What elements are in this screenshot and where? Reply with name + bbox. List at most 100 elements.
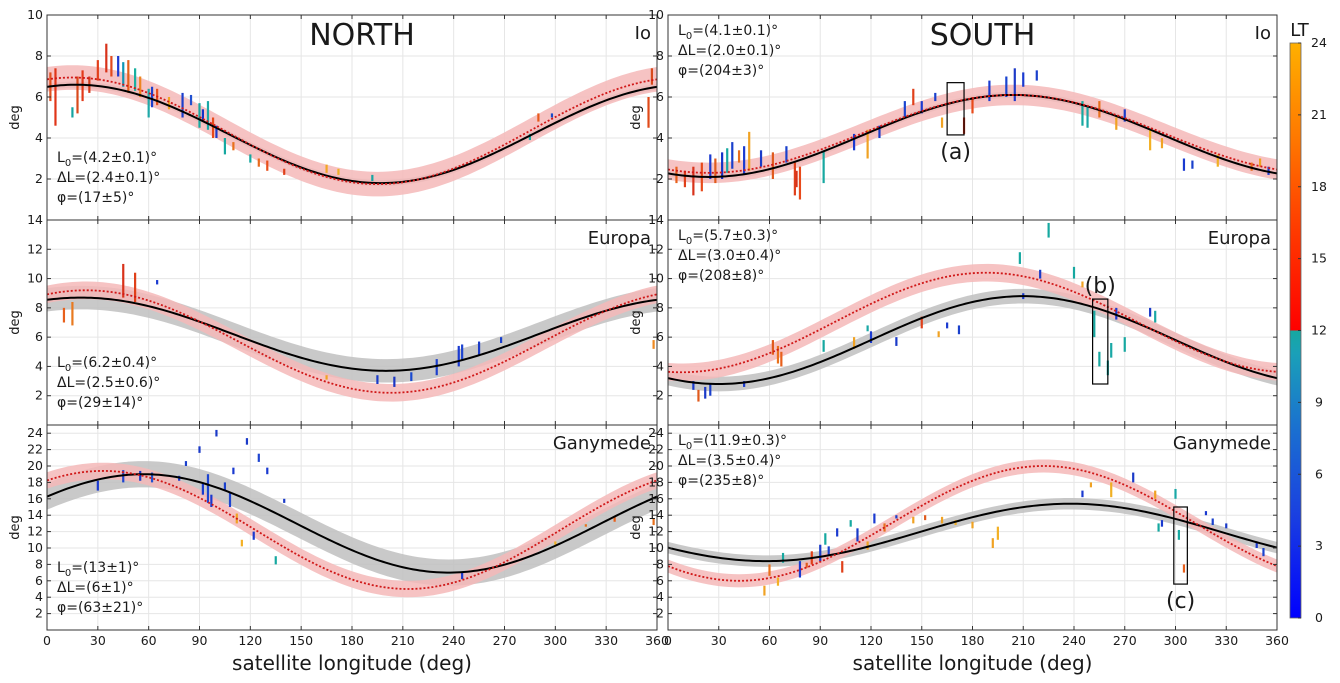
fit-parameter: L0=(4.2±0.1)°: [57, 150, 157, 169]
ytick-label: 12: [648, 241, 664, 256]
fit-parameter: L0=(11.9±0.3)°: [678, 433, 787, 452]
colorbar-label: LT: [1290, 20, 1310, 41]
model-curve: [47, 76, 657, 186]
fit-parameter: L0=(6.2±0.4)°: [57, 355, 157, 374]
model-uncertainty-band: [47, 462, 657, 598]
ytick-label: 10: [648, 540, 664, 555]
xtick-label: 90: [192, 633, 208, 648]
colorbar-tick-label: 18: [1311, 179, 1327, 194]
ytick-label: 16: [648, 491, 664, 506]
highlight-box-label: (a): [940, 140, 971, 165]
ytick-label: 10: [27, 7, 43, 22]
xtick-label: 30: [90, 633, 106, 648]
ytick-label: 2: [35, 606, 43, 621]
y-axis-label: deg: [8, 105, 23, 130]
fit-parameter: L0=(13±1)°: [57, 560, 139, 579]
y-axis-label: deg: [629, 105, 644, 130]
ytick-label: 4: [656, 130, 664, 145]
moon-label: Ganymede: [553, 433, 651, 454]
ytick-label: 2: [35, 388, 43, 403]
xtick-label: 60: [141, 633, 157, 648]
xtick-label: 270: [1113, 633, 1137, 648]
ytick-label: 6: [35, 573, 43, 588]
fit-parameter: L0=(5.7±0.3)°: [678, 228, 778, 247]
xtick-label: 120: [859, 633, 883, 648]
fit-parameter: ΔL=(2.0±0.1)°: [678, 43, 781, 59]
ytick-label: 18: [27, 474, 43, 489]
ytick-label: 24: [648, 425, 664, 440]
ytick-label: 20: [648, 458, 664, 473]
ytick-label: 22: [27, 442, 43, 457]
model-uncertainty-band: [47, 65, 657, 197]
ytick-label: 12: [648, 524, 664, 539]
highlight-box: [1173, 506, 1188, 585]
colorbar-tick-label: 6: [1315, 466, 1323, 481]
fit-parameter: φ=(29±14)°: [57, 395, 143, 411]
x-axis-label: satellite longitude (deg): [853, 651, 1093, 675]
highlight-box: [1092, 298, 1109, 385]
y-axis-label: deg: [8, 310, 23, 335]
xtick-label: 240: [442, 633, 466, 648]
ytick-label: 10: [648, 271, 664, 286]
highlight-box-label: (b): [1085, 274, 1116, 299]
ytick-label: 4: [656, 589, 664, 604]
xtick-label: 210: [1011, 633, 1035, 648]
fit-parameter: φ=(235±8)°: [678, 473, 764, 489]
model-curve: [668, 465, 1277, 582]
xtick-label: 180: [961, 633, 985, 648]
ytick-label: 18: [648, 474, 664, 489]
fit-curve: [47, 296, 657, 372]
fit-parameter: ΔL=(2.5±0.6)°: [57, 375, 160, 391]
panel-south-europa: 2 4 6 8 10 12 14 deg Europa L0=(5.7±0.3)°ΔL=(3.0±…: [629, 212, 1278, 426]
xtick-label: 210: [391, 633, 415, 648]
xtick-label: 120: [238, 633, 262, 648]
xtick-label: 180: [340, 633, 364, 648]
x-axis-label: satellite longitude (deg): [232, 651, 472, 675]
ytick-label: 6: [656, 573, 664, 588]
panel-title: NORTH: [309, 18, 415, 53]
panel-north-io: 2 4 6 8 10 deg NORTH Io L0=(4.2±0.1)°ΔL=(2.4±0.1…: [8, 7, 658, 221]
xtick-label: 270: [493, 633, 517, 648]
xtick-label: 240: [1062, 633, 1086, 648]
ytick-label: 4: [35, 358, 43, 373]
moon-label: Ganymede: [1173, 433, 1271, 454]
highlight-box-label: (c): [1166, 589, 1195, 614]
xtick-label: 0: [664, 633, 672, 648]
ytick-label: 4: [35, 589, 43, 604]
colorbar-tick-label: 0: [1315, 610, 1323, 625]
ytick-label: 8: [35, 300, 43, 315]
ytick-label: 6: [656, 89, 664, 104]
y-axis-label: deg: [8, 515, 23, 540]
ytick-label: 10: [27, 271, 43, 286]
xtick-label: 330: [1214, 633, 1238, 648]
colorbar-tick-label: 9: [1315, 394, 1323, 409]
panel-south-io: 2 4 6 8 10 deg SOUTH Io L0=(4.1±0.1)°ΔL=(2.0±0.1…: [629, 7, 1278, 221]
colorbar-tick-label: 15: [1311, 251, 1327, 266]
ytick-label: 8: [656, 300, 664, 315]
ytick-label: 12: [27, 241, 43, 256]
xtick-label: 30: [711, 633, 727, 648]
colorbar-tick-label: 3: [1315, 538, 1323, 553]
ytick-label: 6: [35, 89, 43, 104]
colorbar-tick-label: 24: [1311, 35, 1327, 50]
xtick-label: 0: [43, 633, 51, 648]
ytick-label: 22: [648, 442, 664, 457]
fit-parameter: φ=(204±3)°: [678, 63, 764, 79]
y-axis-label: deg: [629, 515, 644, 540]
model-curve: [668, 94, 1277, 174]
fit-parameter: L0=(4.1±0.1)°: [678, 23, 778, 42]
ytick-label: 2: [656, 606, 664, 621]
fit-curve: [47, 83, 657, 185]
ytick-label: 8: [35, 556, 43, 571]
ytick-label: 24: [27, 425, 43, 440]
model-curve: [47, 289, 657, 394]
ytick-label: 8: [656, 48, 664, 63]
ytick-label: 4: [35, 130, 43, 145]
moon-label: Europa: [588, 228, 651, 249]
model-curve: [47, 470, 657, 590]
fit-parameter: ΔL=(6±1)°: [57, 580, 134, 596]
xtick-label: 60: [762, 633, 778, 648]
